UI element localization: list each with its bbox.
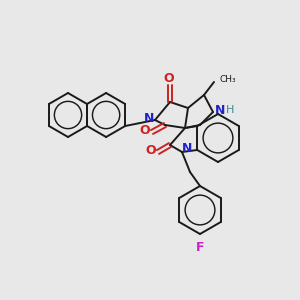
- Text: O: O: [164, 73, 174, 85]
- Text: H: H: [226, 105, 234, 115]
- Text: O: O: [140, 124, 150, 136]
- Text: F: F: [196, 241, 204, 254]
- Text: N: N: [182, 142, 192, 155]
- Text: O: O: [146, 143, 156, 157]
- Text: N: N: [215, 103, 225, 116]
- Text: N: N: [144, 112, 154, 124]
- Text: CH₃: CH₃: [219, 76, 236, 85]
